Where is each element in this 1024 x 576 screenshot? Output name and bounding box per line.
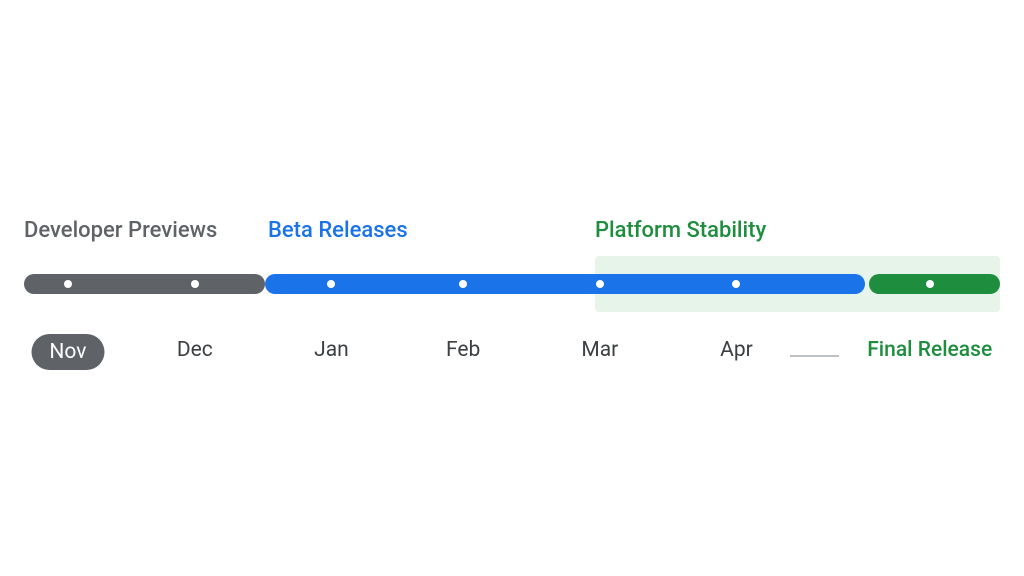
milestone-dot bbox=[64, 280, 72, 288]
phase-label-dev-previews: Developer Previews bbox=[24, 218, 217, 243]
phase-label-beta: Beta Releases bbox=[268, 218, 408, 243]
month-label-dec: Dec bbox=[177, 338, 213, 362]
month-label-jan: Jan bbox=[314, 338, 349, 362]
final-release-label: Final Release bbox=[867, 338, 992, 362]
phase-label-stability: Platform Stability bbox=[595, 218, 766, 243]
final-dash bbox=[790, 355, 839, 357]
milestone-dot bbox=[327, 280, 335, 288]
month-label-nov: Nov bbox=[31, 334, 104, 370]
milestone-dot bbox=[596, 280, 604, 288]
bar-beta bbox=[265, 274, 865, 294]
milestone-dot bbox=[732, 280, 740, 288]
month-label-apr: Apr bbox=[720, 338, 753, 362]
month-labels-row: Nov Dec Jan Feb Mar Apr Final Release bbox=[24, 338, 1000, 374]
month-label-mar: Mar bbox=[581, 338, 618, 362]
month-label-feb: Feb bbox=[446, 338, 480, 362]
phase-labels-row: Developer Previews Beta Releases Platfor… bbox=[24, 218, 1000, 248]
bar-dev-previews bbox=[24, 274, 265, 294]
bar-stability bbox=[869, 274, 1000, 294]
milestone-dot bbox=[926, 280, 934, 288]
milestone-dot bbox=[459, 280, 467, 288]
timeline-bars bbox=[24, 274, 1000, 294]
milestone-dot bbox=[191, 280, 199, 288]
release-timeline: Developer Previews Beta Releases Platfor… bbox=[24, 218, 1000, 374]
